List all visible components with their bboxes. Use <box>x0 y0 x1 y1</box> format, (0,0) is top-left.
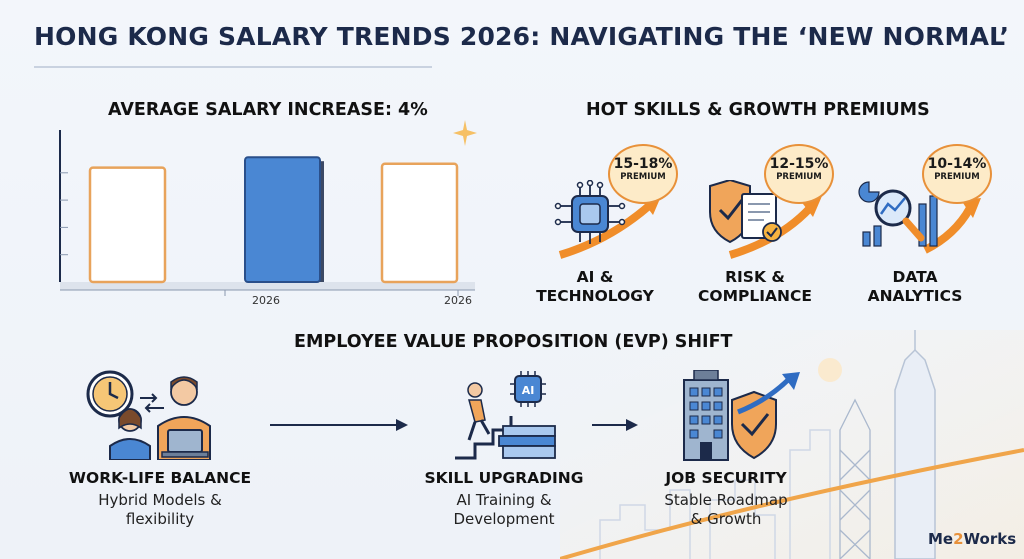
evp-title-skill: SKILL UPGRADING <box>424 469 584 487</box>
building-shield-icon <box>683 370 800 461</box>
evp-desc-line2: flexibility <box>125 510 195 528</box>
title-divider <box>34 66 432 68</box>
skill-label-data: DATA ANALYTICS <box>850 268 980 306</box>
premium-bubble-risk: 12-15% PREMIUM <box>764 144 834 204</box>
premium-bubble-data: 10-14% PREMIUM <box>922 144 992 204</box>
skill-label-line1: DATA <box>892 268 938 286</box>
skill-label-line1: RISK & <box>725 268 785 286</box>
evp-desc-security: Stable Roadmap & Growth <box>626 491 826 529</box>
evp-heading: EMPLOYEE VALUE PROPOSITION (EVP) SHIFT <box>294 332 733 352</box>
premium-label: PREMIUM <box>934 172 980 182</box>
premium-value: 12-15% <box>769 156 829 172</box>
premium-label: PREMIUM <box>620 172 666 182</box>
climbing-books-icon: AI <box>455 371 556 460</box>
bar <box>244 156 321 284</box>
premium-value: 15-18% <box>613 156 673 172</box>
evp-desc-line2: Development <box>453 510 555 528</box>
skill-label-line2: COMPLIANCE <box>698 287 812 305</box>
premium-bubble-ai: 15-18% PREMIUM <box>608 144 678 204</box>
skill-label-line1: AI & <box>576 268 614 286</box>
ai-badge-text: AI <box>522 384 535 397</box>
evp-desc-worklife: Hybrid Models & flexibility <box>60 491 260 529</box>
skill-card-ai: 15-18% PREMIUM AI & TECHNOLOGY <box>530 140 680 310</box>
ai-chip-icon <box>554 180 662 259</box>
evp-title-security: JOB SECURITY <box>665 469 787 487</box>
skills-heading: HOT SKILLS & GROWTH PREMIUMS <box>586 100 930 120</box>
evp-desc-skill: AI Training & Development <box>404 491 604 529</box>
logo-suffix: Works <box>963 530 1017 548</box>
salary-chart: 2026 2026 <box>59 130 475 307</box>
logo-prefix: Me <box>928 530 954 548</box>
x-tick-label: 2026 <box>252 294 280 307</box>
bar <box>380 162 459 284</box>
magnifier-chart-icon <box>858 181 981 254</box>
evp-title-worklife: WORK-LIFE BALANCE <box>68 469 252 487</box>
skill-card-risk: 12-15% PREMIUM RISK & COMPLIANCE <box>690 140 840 310</box>
premium-label: PREMIUM <box>776 172 822 182</box>
logo-num: 2 <box>953 530 964 548</box>
skyline-illustration <box>560 330 1024 559</box>
premium-value: 10-14% <box>927 156 987 172</box>
evp-desc-line1: Hybrid Models & <box>98 491 222 509</box>
evp-desc-line1: AI Training & <box>456 491 552 509</box>
evp-desc-line1: Stable Roadmap <box>664 491 788 509</box>
sparkle-icon <box>453 120 477 146</box>
skill-label-line2: TECHNOLOGY <box>536 287 654 305</box>
evp-desc-line2: & Growth <box>690 510 762 528</box>
skill-label-line2: ANALYTICS <box>867 287 963 305</box>
page-title: HONG KONG SALARY TRENDS 2026: NAVIGATING… <box>34 22 1010 51</box>
people-clock-icon <box>86 370 211 460</box>
skill-card-data: 10-14% PREMIUM DATA ANALYTICS <box>850 140 1000 310</box>
x-axis-band <box>60 282 475 290</box>
arrow-right-icon <box>270 419 408 431</box>
x-tick-label: 2026 <box>444 294 472 307</box>
brand-logo: Me2Works <box>928 530 1016 548</box>
arrow-right-icon <box>592 419 638 431</box>
shield-document-icon <box>709 180 822 259</box>
bar <box>88 166 167 284</box>
salary-heading: AVERAGE SALARY INCREASE: 4% <box>108 100 428 120</box>
skill-label-ai: AI & TECHNOLOGY <box>530 268 660 306</box>
skill-label-risk: RISK & COMPLIANCE <box>690 268 820 306</box>
